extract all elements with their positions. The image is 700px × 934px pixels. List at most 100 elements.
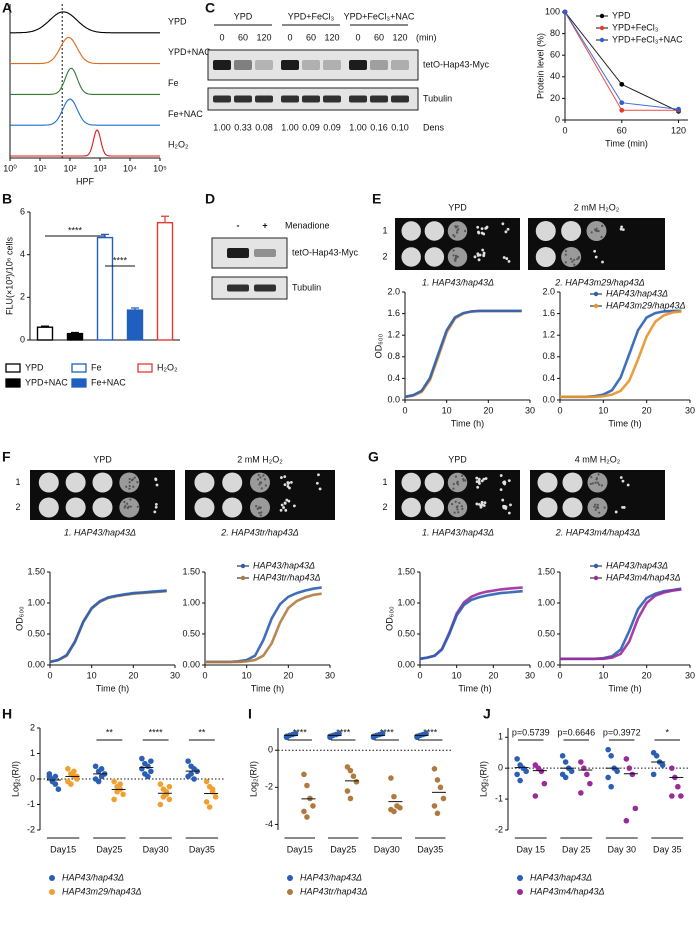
lane-label: 120: [256, 32, 271, 42]
panel-letter: E: [372, 191, 381, 207]
legend-label: Fe: [91, 362, 102, 372]
significance-label: *: [665, 727, 669, 737]
cell-spot: [65, 472, 86, 493]
legend-marker: [287, 875, 293, 881]
cell-spot: [222, 472, 243, 493]
colony: [564, 249, 568, 253]
colony: [258, 511, 261, 515]
densitometry-value: 1.00: [281, 122, 299, 132]
colony: [456, 255, 459, 258]
y-tick-label: 0.50: [182, 628, 200, 638]
data-point: [209, 786, 216, 792]
y-tick-label: 0.00: [182, 659, 200, 669]
y-tick-label: 2.0: [387, 286, 400, 296]
legend-label: HAP43m4/hap43Δ: [606, 572, 681, 582]
data-point: [605, 746, 611, 753]
y-tick-label: 2: [30, 722, 35, 732]
densitometry-value: 0.09: [302, 122, 320, 132]
colony: [452, 234, 455, 237]
colony: [125, 502, 129, 505]
y-tick-label: 2: [20, 292, 25, 302]
series-label: YPD+NAC: [168, 47, 211, 57]
colony: [283, 483, 287, 487]
data-point: [114, 788, 120, 795]
blot-band: [227, 284, 249, 292]
colony: [481, 248, 485, 252]
x-tick-label: Day15: [287, 844, 313, 854]
blot-band: [349, 60, 367, 70]
plate-title: YPD: [448, 454, 467, 464]
cell-spot: [65, 497, 86, 518]
colony: [589, 482, 592, 485]
y-tick-label: 1.6: [387, 308, 400, 318]
data-point: [139, 755, 145, 762]
plate-title: YPD: [93, 454, 112, 464]
colony: [280, 476, 283, 479]
data-point: [157, 781, 164, 787]
legend-marker: [593, 303, 599, 309]
x-tick-label: 10¹: [33, 163, 46, 173]
colony: [124, 504, 127, 507]
data-point: [206, 804, 213, 810]
legend-swatch: [5, 363, 21, 373]
colony: [453, 511, 456, 514]
colony: [499, 488, 503, 492]
row-label: 1: [382, 225, 387, 235]
colony: [482, 251, 486, 255]
y-axis-label: Log₂(R/I): [478, 761, 488, 797]
data-point: [562, 774, 569, 781]
data-point: [675, 783, 681, 790]
legend-marker: [599, 37, 605, 43]
data-point: [532, 793, 539, 799]
significance-label: ****: [149, 727, 164, 737]
x-axis-label: Time (h): [96, 683, 129, 693]
y-tick-label: 0: [30, 773, 35, 783]
data-point: [347, 767, 354, 774]
lane-label: 60: [238, 32, 248, 42]
panel-letter: I: [248, 706, 252, 722]
colony: [464, 229, 467, 233]
data-point: [623, 756, 630, 762]
colony: [506, 227, 510, 231]
data-point: [148, 758, 154, 764]
plate-title: 2 mM H₂O₂: [574, 202, 620, 212]
x-tick-label: 10⁰: [3, 163, 17, 173]
data-point: [46, 771, 53, 777]
x-tick-label: Day25: [96, 844, 122, 854]
x-tick-label: 10: [442, 405, 452, 415]
colony: [282, 506, 285, 509]
data-point: [344, 788, 351, 794]
data-point: [538, 768, 545, 775]
colony: [283, 501, 287, 505]
error-bar: [161, 215, 169, 223]
colony: [504, 505, 508, 509]
colony: [155, 483, 159, 487]
colony: [476, 225, 480, 229]
y-tick-label: -2: [27, 824, 35, 834]
legend-label: YPD: [612, 10, 631, 20]
y-tick-label: 0.50: [27, 628, 45, 638]
data-point: [632, 805, 639, 812]
colony: [501, 222, 505, 226]
colony: [502, 256, 506, 259]
blot-band: [227, 248, 249, 258]
cell-spot: [401, 247, 421, 267]
x-tick-label: 0: [557, 670, 562, 680]
bar: [156, 221, 174, 341]
legend-swatch: [137, 363, 153, 373]
blot-band: [234, 60, 252, 70]
colony: [284, 508, 288, 512]
lane-group-label: YPD: [234, 11, 253, 21]
legend-label: HAP43/hap43Δ: [530, 872, 592, 882]
data-point: [626, 765, 633, 771]
data-point: [619, 107, 625, 113]
colony: [262, 474, 265, 477]
blot: [207, 49, 419, 81]
panel-letter: G: [368, 449, 379, 465]
colony: [571, 260, 574, 263]
blot: [211, 237, 288, 269]
y-tick-label: 0.8: [387, 351, 400, 361]
significance-label: ****: [423, 727, 438, 737]
strain-caption: 2. HAP43tr/hap43Δ: [220, 527, 299, 537]
colony: [596, 506, 599, 509]
